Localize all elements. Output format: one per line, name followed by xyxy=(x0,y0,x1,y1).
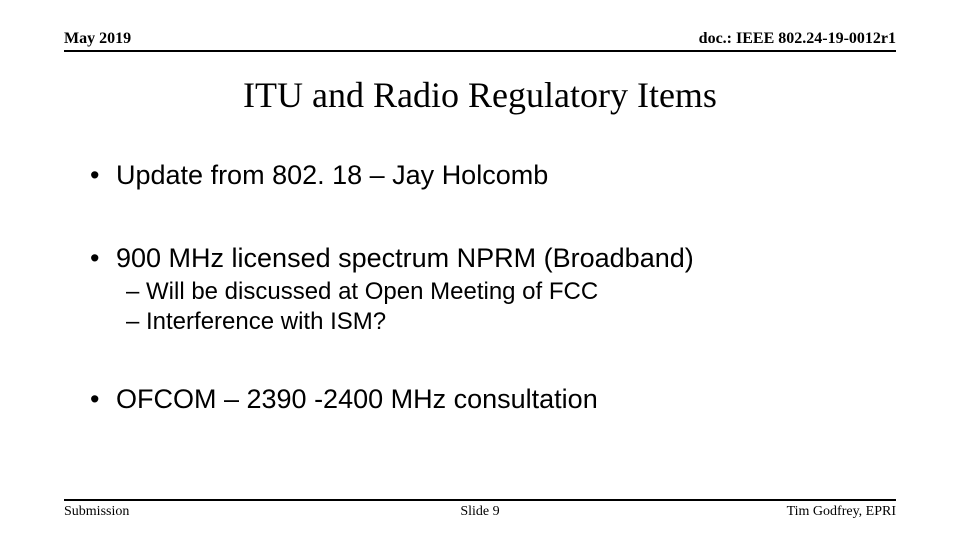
slide-header: May 2019 doc.: IEEE 802.24-19-0012r1 xyxy=(64,30,896,52)
bullet-item: OFCOM – 2390 -2400 MHz consultation xyxy=(90,384,896,415)
slide-footer: Submission Slide 9 Tim Godfrey, EPRI xyxy=(64,499,896,520)
footer-slide-number: Slide 9 xyxy=(64,504,896,520)
sub-bullet-text: Interference with ISM? xyxy=(146,308,386,335)
slide-title: ITU and Radio Regulatory Items xyxy=(0,74,960,116)
bullet-text: OFCOM – 2390 -2400 MHz consultation xyxy=(116,384,598,414)
sub-bullet-item: Will be discussed at Open Meeting of FCC xyxy=(90,278,896,306)
footer-left: Submission xyxy=(64,504,129,520)
bullet-item: 900 MHz licensed spectrum NPRM (Broadban… xyxy=(90,243,896,274)
sub-bullet-item: Interference with ISM? xyxy=(90,308,896,336)
bullet-item: Update from 802. 18 – Jay Holcomb xyxy=(90,160,896,191)
header-doc-id: doc.: IEEE 802.24-19-0012r1 xyxy=(699,30,896,48)
sub-bullet-text: Will be discussed at Open Meeting of FCC xyxy=(146,278,598,305)
bullet-text: 900 MHz licensed spectrum NPRM (Broadban… xyxy=(116,243,694,273)
footer-author: Tim Godfrey, EPRI xyxy=(787,504,896,520)
spacer xyxy=(90,338,896,384)
header-date: May 2019 xyxy=(64,30,131,48)
slide-content: Update from 802. 18 – Jay Holcomb 900 MH… xyxy=(90,160,896,467)
bullet-text: Update from 802. 18 – Jay Holcomb xyxy=(116,160,548,190)
